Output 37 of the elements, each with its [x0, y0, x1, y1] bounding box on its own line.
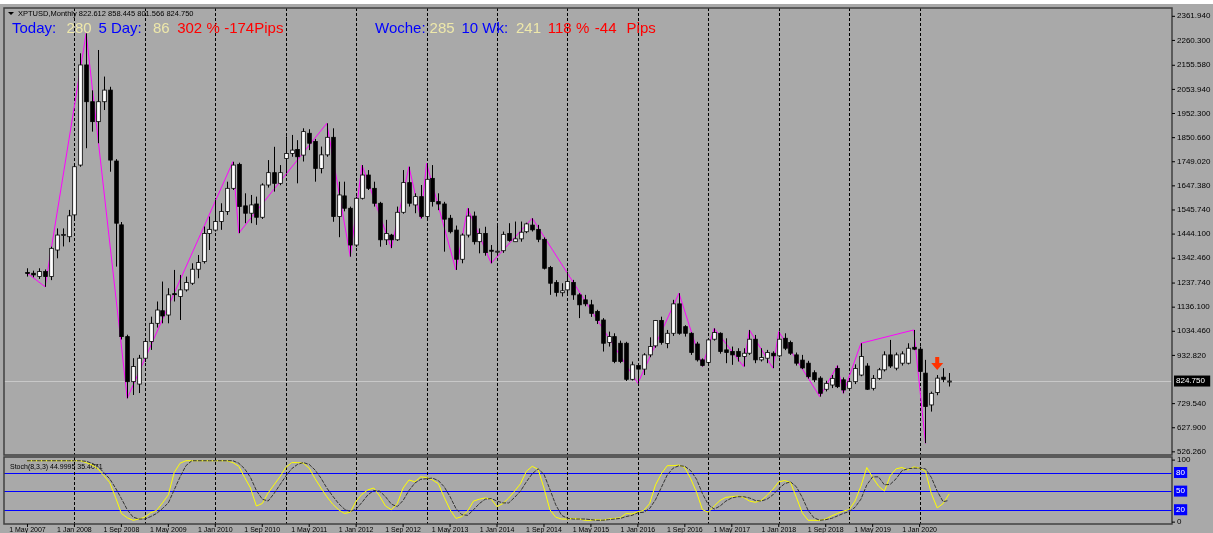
ref-line-label: 50 [1176, 486, 1186, 496]
y-tick-label: 2260.300 [1177, 35, 1211, 45]
y-tick-label: 1342.460 [1177, 253, 1211, 263]
y-tick-label: 526.260 [1177, 446, 1207, 456]
annotation: 118 % [547, 19, 590, 36]
annotation: 5 Day: [98, 19, 142, 36]
annotation: 86 [153, 19, 170, 36]
y-tick-label: 627.900 [1177, 422, 1207, 432]
y-tick-label: 2053.940 [1177, 84, 1211, 94]
y-tick-label: 1545.740 [1177, 205, 1211, 215]
annotation: 241 [516, 19, 542, 36]
y-tick-label: 1034.460 [1177, 326, 1211, 336]
ref-line-label: 80 [1176, 467, 1186, 477]
annotation: -44 [594, 19, 617, 36]
ref-line-label: 824.750 [1176, 376, 1206, 386]
annotation: -174Pips [224, 19, 284, 36]
y-tick-label: 1237.740 [1177, 278, 1211, 288]
annotation: 10 Wk: [461, 19, 509, 36]
y-tick-label: 1749.020 [1177, 156, 1211, 166]
y-tick-label: 1952.300 [1177, 108, 1211, 118]
annotation: Today: [12, 19, 57, 36]
y-tick-label: 1850.660 [1177, 132, 1211, 142]
annotation: Woche: [375, 19, 426, 36]
ref-line-label: 20 [1176, 504, 1186, 514]
y-tick-label: 729.540 [1177, 398, 1207, 408]
annotation: Pips [626, 19, 656, 36]
y-tick-label: 100 [1177, 455, 1191, 465]
y-tick-label: 1444.100 [1177, 229, 1211, 239]
annotation: 302 % [177, 19, 220, 36]
annotation: 285 [429, 19, 455, 36]
y-tick-label: 2361.940 [1177, 11, 1211, 21]
y-tick-label: 1647.380 [1177, 180, 1211, 190]
y-tick-label: 1136.100 [1177, 302, 1211, 312]
y-tick-label: 932.820 [1177, 350, 1207, 360]
annotation: 280 [66, 19, 92, 36]
y-tick-label: 2155.580 [1177, 60, 1211, 70]
y-tick-label: 0 [1177, 517, 1182, 527]
